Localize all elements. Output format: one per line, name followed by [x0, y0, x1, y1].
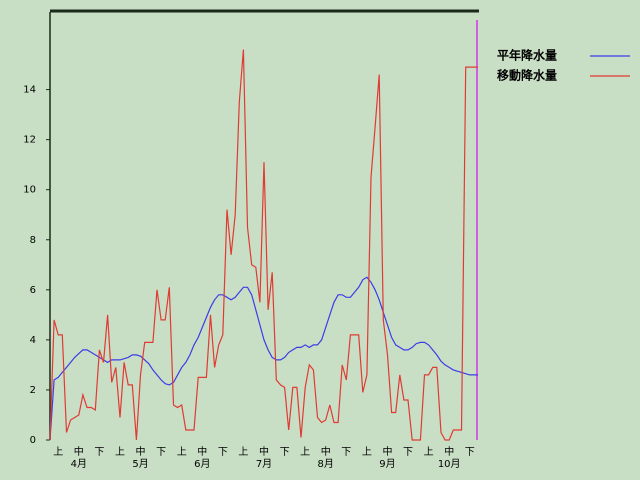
month-label: 6月	[194, 458, 210, 470]
x-tick-label: 中	[74, 445, 84, 458]
x-tick-label: 上	[115, 446, 125, 458]
legend-text: 平年降水量	[497, 48, 557, 63]
x-tick-label: 下	[403, 447, 413, 458]
x-tick-label: 下	[465, 447, 475, 458]
x-tick-label: 上	[424, 446, 434, 458]
month-label: 8月	[318, 458, 334, 470]
x-tick-label: 下	[94, 447, 104, 458]
month-label: 10月	[438, 458, 461, 470]
month-label: 7月	[256, 458, 272, 470]
x-tick-label: 下	[218, 447, 228, 458]
y-tick-label: 14	[23, 85, 36, 96]
month-label: 4月	[71, 458, 87, 470]
x-tick-label: 下	[341, 447, 351, 458]
x-tick-label: 中	[259, 445, 269, 458]
y-tick-label: 6	[30, 285, 36, 296]
x-tick-label: 下	[280, 447, 290, 458]
data-line	[49, 49, 478, 441]
y-tick-label: 2	[30, 385, 36, 396]
x-tick-label: 上	[53, 446, 63, 458]
x-tick-label: 上	[362, 446, 372, 458]
x-tick-label: 上	[238, 446, 248, 458]
y-tick-label: 8	[30, 235, 36, 246]
month-label: 9月	[379, 458, 395, 470]
x-tick-label: 上	[177, 446, 187, 458]
x-tick-label: 中	[197, 445, 207, 458]
x-tick-label: 中	[321, 445, 331, 458]
y-tick-label: 12	[23, 135, 36, 146]
y-tick-label: 4	[30, 335, 36, 346]
x-tick-label: 中	[136, 445, 146, 458]
x-tick-label: 下	[156, 447, 166, 458]
x-tick-label: 中	[382, 445, 392, 458]
x-tick-label: 上	[300, 446, 310, 458]
x-tick-label: 中	[444, 445, 454, 458]
legend-text: 移動降水量	[497, 68, 557, 83]
data-line	[49, 276, 478, 441]
y-tick-label: 10	[23, 185, 36, 196]
y-tick-label: 0	[30, 435, 36, 446]
month-label: 5月	[132, 458, 148, 470]
